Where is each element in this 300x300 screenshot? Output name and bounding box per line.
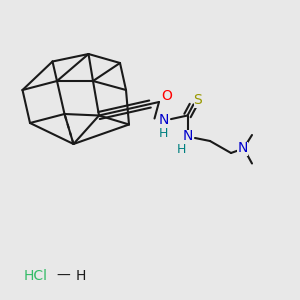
Text: H: H [159, 127, 168, 140]
Text: S: S [194, 94, 202, 107]
Text: HCl: HCl [24, 269, 48, 283]
Text: N: N [158, 113, 169, 127]
Text: O: O [161, 89, 172, 103]
Text: N: N [182, 130, 193, 143]
Text: N: N [237, 142, 248, 155]
Text: H: H [76, 269, 86, 283]
Text: H: H [177, 142, 186, 156]
Text: —: — [56, 269, 70, 283]
